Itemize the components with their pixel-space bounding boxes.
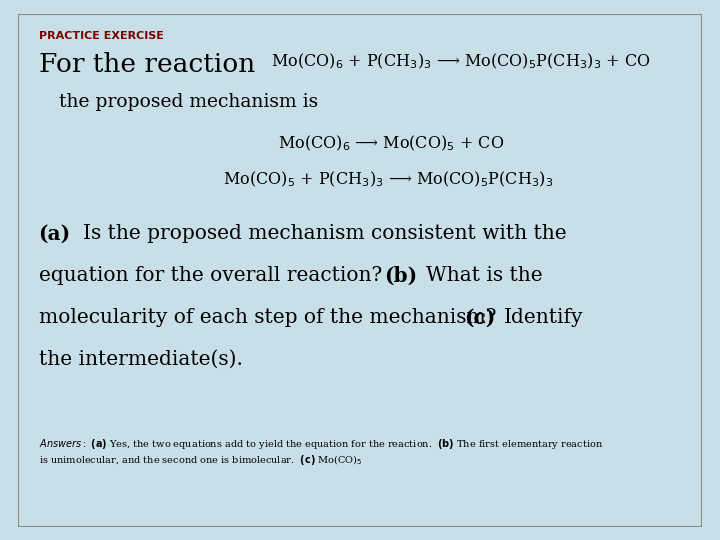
Text: the proposed mechanism is: the proposed mechanism is (59, 93, 318, 111)
Text: Mo(CO)$_6$ + P(CH$_3$)$_3$ ⟶ Mo(CO)$_5$P(CH$_3$)$_3$ + CO: Mo(CO)$_6$ + P(CH$_3$)$_3$ ⟶ Mo(CO)$_5$P… (271, 52, 651, 71)
Text: (b): (b) (384, 266, 417, 286)
Text: Mo(CO)$_5$ + P(CH$_3$)$_3$ ⟶ Mo(CO)$_5$P(CH$_3$)$_3$: Mo(CO)$_5$ + P(CH$_3$)$_3$ ⟶ Mo(CO)$_5$P… (223, 170, 554, 190)
Text: molecularity of each step of the mechanism?: molecularity of each step of the mechani… (39, 308, 496, 327)
Text: (c): (c) (464, 308, 495, 328)
Text: Identify: Identify (504, 308, 583, 327)
Text: What is the: What is the (426, 266, 542, 285)
Text: the intermediate(s).: the intermediate(s). (39, 350, 243, 369)
Text: For the reaction: For the reaction (39, 52, 255, 77)
Text: Mo(CO)$_6$ ⟶ Mo(CO)$_5$ + CO: Mo(CO)$_6$ ⟶ Mo(CO)$_5$ + CO (278, 134, 504, 153)
Text: equation for the overall reaction?: equation for the overall reaction? (39, 266, 382, 285)
Text: PRACTICE EXERCISE: PRACTICE EXERCISE (39, 31, 163, 42)
Text: Is the proposed mechanism consistent with the: Is the proposed mechanism consistent wit… (83, 224, 567, 243)
Text: (a): (a) (39, 224, 71, 244)
Text: $\mathit{Answers:}$ $\mathbf{(a)}$ Yes, the two equations add to yield the equat: $\mathit{Answers:}$ $\mathbf{(a)}$ Yes, … (39, 437, 603, 467)
